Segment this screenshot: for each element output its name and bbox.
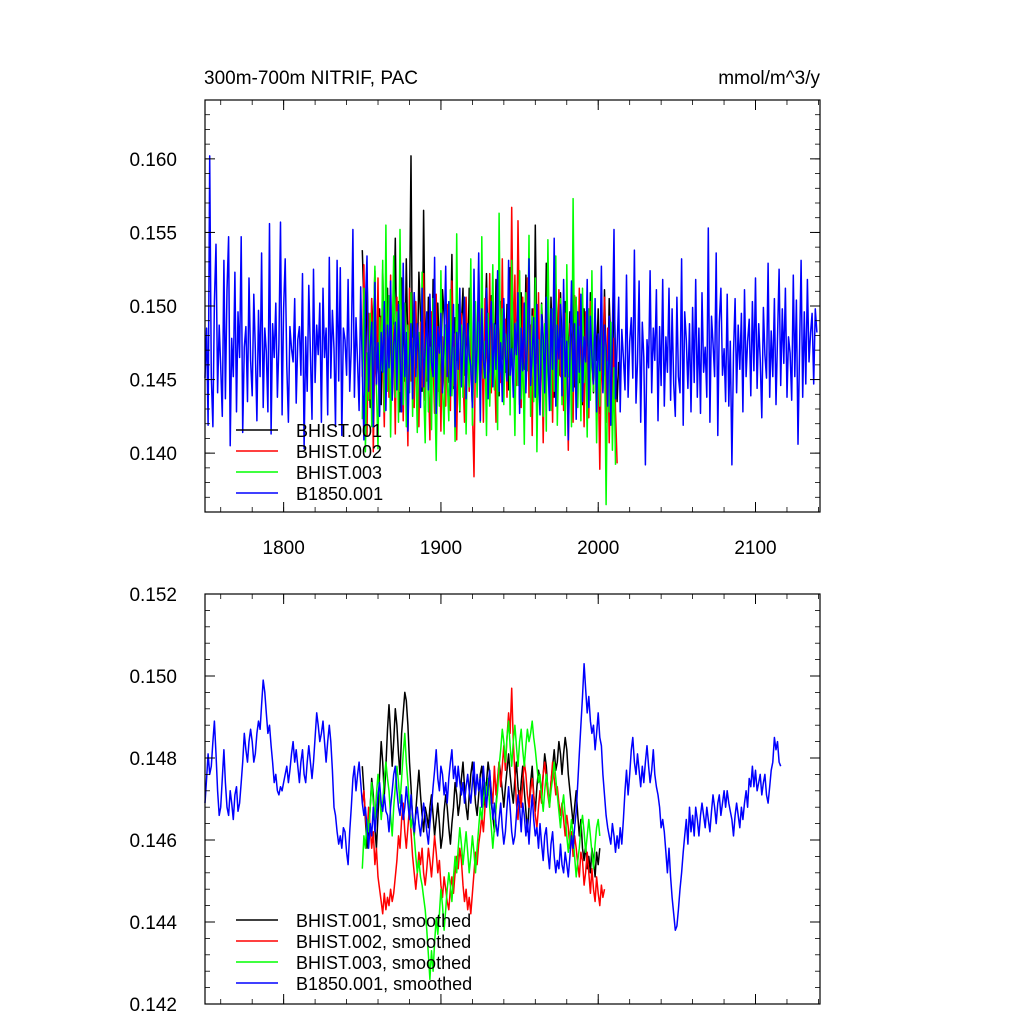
y-tick-label: 0.152: [129, 585, 177, 606]
y-tick-label: 0.142: [129, 995, 177, 1016]
legend-label: BHIST.003, smoothed: [296, 953, 471, 973]
bottom-axes: 0.142 0.144 0.146 0.148 0.150 0.152: [129, 585, 820, 1016]
y-tick-label: 0.160: [129, 150, 177, 171]
y-tick-label: 0.144: [129, 913, 177, 934]
bottom-panel: 0.142 0.144 0.146 0.148 0.150 0.152 BHIST.001…: [129, 585, 821, 1016]
x-tick-label: 2100: [734, 538, 776, 559]
bottom-plot-frame: [204, 593, 821, 1005]
y-tick-label: 0.155: [129, 223, 177, 244]
legend-label: B1850.001: [296, 484, 383, 504]
legend-label: BHIST.002, smoothed: [296, 932, 471, 952]
chart-title: 300m-700m NITRIF, PAC: [204, 68, 418, 89]
legend-label: B1850.001, smoothed: [296, 974, 472, 994]
series-line-0-3: [204, 155, 818, 466]
legend-label: BHIST.001, smoothed: [296, 911, 471, 931]
x-tick-label: 1900: [420, 538, 462, 559]
legend-label: BHIST.003: [296, 463, 382, 483]
x-tick-label: 1800: [263, 538, 305, 559]
y-tick-label: 0.146: [129, 831, 177, 852]
series-line-1-3: [204, 662, 782, 931]
y-tick-label: 0.150: [129, 297, 177, 318]
bottom-series-group: [204, 662, 782, 981]
top-series-group: [204, 155, 818, 506]
legend-label: BHIST.001: [296, 421, 382, 441]
y-tick-label: 0.140: [129, 444, 177, 465]
x-tick-label: 2000: [577, 538, 619, 559]
series-line-1-0: [361, 691, 601, 878]
legend-label: BHIST.002: [296, 442, 382, 462]
y-tick-label: 0.145: [129, 371, 177, 392]
y-tick-label: 0.150: [129, 667, 177, 688]
units-label: mmol/m^3/y: [718, 68, 820, 89]
top-axes: 0.140 0.145 0.150 0.155 0.160 1800 1900 2000 210…: [129, 99, 820, 559]
top-panel: 300m-700m NITRIF, PAC mmol/m^3/y 0.1400.…: [129, 68, 821, 559]
series-line-1-2: [361, 720, 601, 981]
y-tick-label: 0.148: [129, 749, 177, 770]
